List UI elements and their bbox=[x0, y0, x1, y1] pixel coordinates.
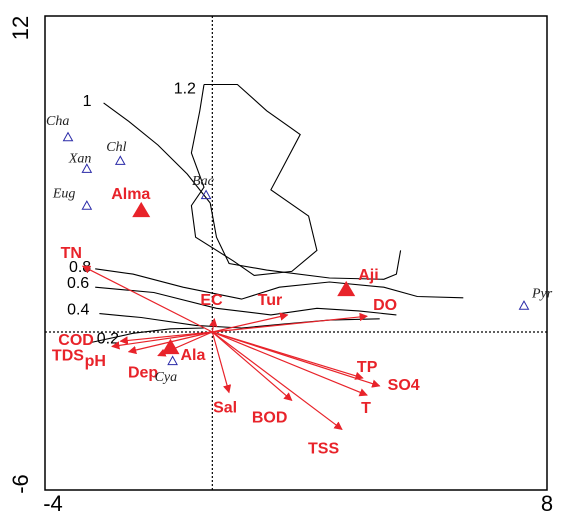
reference-lines bbox=[45, 16, 547, 490]
contour-line-1 bbox=[103, 102, 402, 280]
site-label-alma: Alma bbox=[111, 186, 150, 203]
vector-label-ec: EC bbox=[200, 292, 223, 309]
site-label-aji: Aji bbox=[358, 267, 378, 284]
contour-line-1-2 bbox=[190, 83, 318, 276]
species-label-bac: Bac bbox=[192, 174, 215, 189]
vector-arrow-bod bbox=[211, 331, 293, 402]
axis-tick-labels: -4 8 12 -6 bbox=[8, 16, 553, 515]
species-marker-cha bbox=[62, 131, 74, 142]
species-marker-chl bbox=[114, 155, 126, 165]
species-marker-cya bbox=[167, 355, 178, 366]
species-marker-eug bbox=[81, 200, 93, 210]
vector-arrow-tss bbox=[211, 331, 343, 430]
species-marker-xan bbox=[81, 163, 93, 173]
vector-arrow-tds bbox=[111, 331, 213, 350]
vector-label-sal: Sal bbox=[213, 400, 237, 417]
vector-arrow-so4 bbox=[212, 331, 381, 388]
contour-line-0-2 bbox=[90, 327, 205, 344]
contour-label: 0.2 bbox=[97, 331, 119, 348]
site-marker-alma bbox=[132, 201, 151, 218]
species-marker-bac bbox=[200, 189, 212, 200]
contour-lines: 1.210.80.60.40.2 bbox=[67, 80, 464, 348]
contour-label: 0.4 bbox=[67, 302, 89, 319]
vector-label-tn: TN bbox=[61, 245, 82, 262]
vector-label-do: DO bbox=[373, 297, 397, 314]
y-tick-label-max: 12 bbox=[8, 16, 33, 40]
site-markers: Alma Aji Ala bbox=[111, 186, 378, 364]
vector-arrow-ec bbox=[209, 318, 218, 333]
vector-label-cod: COD bbox=[58, 332, 94, 349]
x-tick-label-max: 8 bbox=[541, 491, 553, 515]
contour-label: 1.2 bbox=[174, 80, 196, 97]
y-tick-label-min: -6 bbox=[8, 474, 33, 494]
vector-label-tp: TP bbox=[357, 359, 378, 376]
plot-frame bbox=[44, 15, 548, 491]
contour-line-0-6 bbox=[95, 286, 397, 316]
contour-line-0-8 bbox=[95, 268, 464, 300]
x-tick-label-min: -4 bbox=[43, 491, 63, 515]
vector-arrow-t bbox=[212, 331, 368, 397]
species-label-cya: Cya bbox=[155, 370, 178, 385]
vector-arrow-do bbox=[212, 312, 368, 333]
vector-arrow-tur bbox=[212, 312, 289, 333]
site-marker-ala bbox=[161, 338, 180, 355]
vector-label-ph: pH bbox=[85, 353, 106, 370]
vector-label-so4: SO4 bbox=[388, 377, 420, 394]
site-marker-aji bbox=[337, 280, 356, 297]
species-label-pyr: Pyr bbox=[531, 287, 553, 302]
site-label-ala: Ala bbox=[181, 347, 206, 364]
vector-label-dep: Dep bbox=[128, 365, 158, 382]
species-marker-pyr bbox=[518, 300, 530, 310]
species-label-chl: Chl bbox=[106, 140, 126, 155]
species-label-eug: Eug bbox=[52, 187, 76, 202]
vector-label-tss: TSS bbox=[308, 440, 339, 457]
species-label-cha: Cha bbox=[46, 114, 69, 129]
vector-label-t: T bbox=[361, 400, 371, 417]
species-label-xan: Xan bbox=[68, 152, 92, 167]
vector-label-tur: Tur bbox=[258, 292, 283, 309]
vector-label-bod: BOD bbox=[252, 409, 288, 426]
vector-arrow-tn bbox=[81, 265, 213, 333]
vector-label-tds: TDS bbox=[52, 347, 84, 364]
contour-label: 1 bbox=[83, 93, 92, 110]
vector-arrow-sal bbox=[211, 331, 232, 394]
vector-arrow-cod bbox=[119, 331, 213, 345]
contour-label: 0.6 bbox=[67, 275, 89, 292]
species-markers: Cha Xan Chl Eug Bac Cya Pyr bbox=[46, 114, 553, 385]
